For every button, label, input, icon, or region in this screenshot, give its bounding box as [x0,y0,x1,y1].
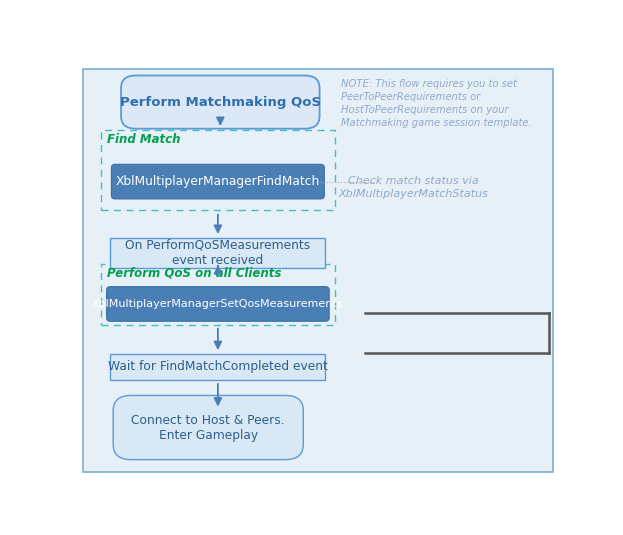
Text: Connect to Host & Peers.
Enter Gameplay: Connect to Host & Peers. Enter Gameplay [131,414,285,441]
FancyBboxPatch shape [112,164,325,199]
Text: On PerformQoSMeasurements
event received: On PerformQoSMeasurements event received [125,239,310,267]
Text: XblMultiplayerManagerSetQosMeasurements: XblMultiplayerManagerSetQosMeasurements [92,299,344,309]
FancyBboxPatch shape [113,395,303,460]
Text: Wait for FindMatchCompleted event: Wait for FindMatchCompleted event [108,361,328,373]
Bar [101,130,335,210]
Text: Perform QoS on all Clients: Perform QoS on all Clients [107,267,281,280]
Text: NOTE: This flow requires you to set
PeerToPeerRequirements or
HostToPeerRequirem: NOTE: This flow requires you to set Peer… [341,79,531,128]
Text: Check match status via
XblMultiplayerMatchStatus: Check match status via XblMultiplayerMat… [338,176,488,200]
Text: Perform Matchmaking QoS: Perform Matchmaking QoS [120,96,321,109]
FancyBboxPatch shape [121,75,320,129]
Text: Find Match: Find Match [107,133,180,147]
Text: XblMultiplayerManagerFindMatch: XblMultiplayerManagerFindMatch [116,175,320,188]
Bar [110,238,325,268]
Bar [101,264,335,325]
Bar [110,354,325,380]
FancyBboxPatch shape [107,287,329,321]
